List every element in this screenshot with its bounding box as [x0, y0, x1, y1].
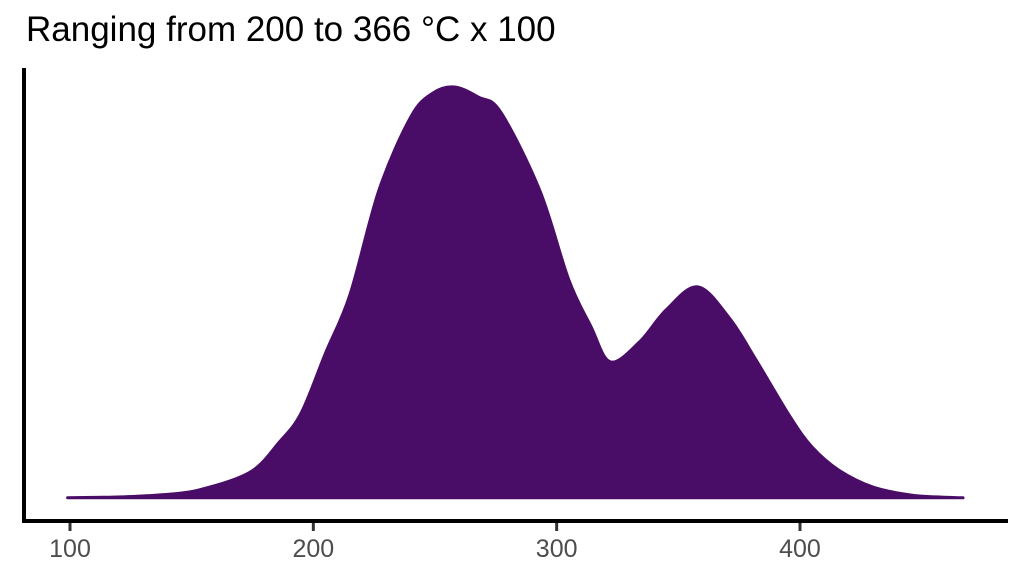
x-axis-ticks	[68, 523, 802, 531]
density-area	[66, 85, 965, 500]
x-axis-tick-label: 100	[49, 535, 91, 563]
x-axis-tick-label: 200	[292, 535, 334, 563]
chart-title: Ranging from 200 to 366 °C x 100	[26, 10, 556, 49]
x-axis-tick-label: 400	[779, 535, 821, 563]
x-axis-tick-label: 300	[536, 535, 578, 563]
x-axis-tick-labels: 100 200 300 400	[49, 535, 821, 563]
